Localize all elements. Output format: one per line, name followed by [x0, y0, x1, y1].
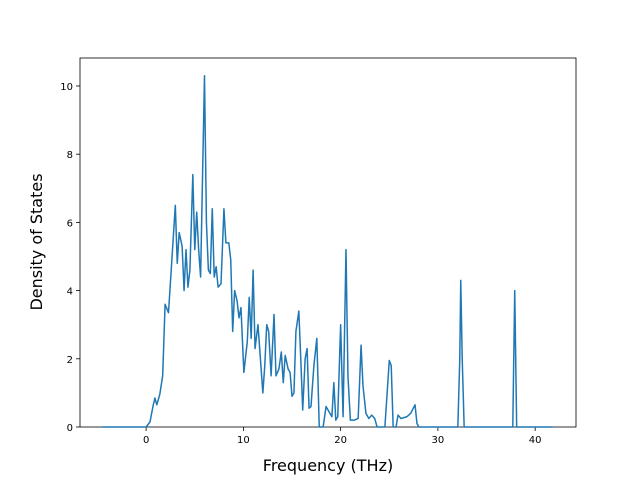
- dos-line: [102, 74, 553, 428]
- x-tick-label: 40: [529, 435, 542, 446]
- x-tick-label: 20: [334, 435, 347, 446]
- y-axis-label: Density of States: [27, 173, 46, 310]
- plot-frame: [79, 57, 577, 428]
- y-tick-label: 6: [67, 218, 73, 229]
- x-tick-label: 10: [237, 435, 250, 446]
- x-tick-label: 30: [432, 435, 445, 446]
- y-tick-label: 4: [67, 287, 73, 298]
- y-tick-label: 10: [60, 82, 73, 93]
- y-tick-label: 2: [67, 355, 73, 366]
- x-axis-label: Frequency (THz): [263, 456, 393, 475]
- y-tick-label: 0: [67, 423, 73, 434]
- x-tick-label: 0: [143, 435, 149, 446]
- y-tick-label: 8: [67, 150, 73, 161]
